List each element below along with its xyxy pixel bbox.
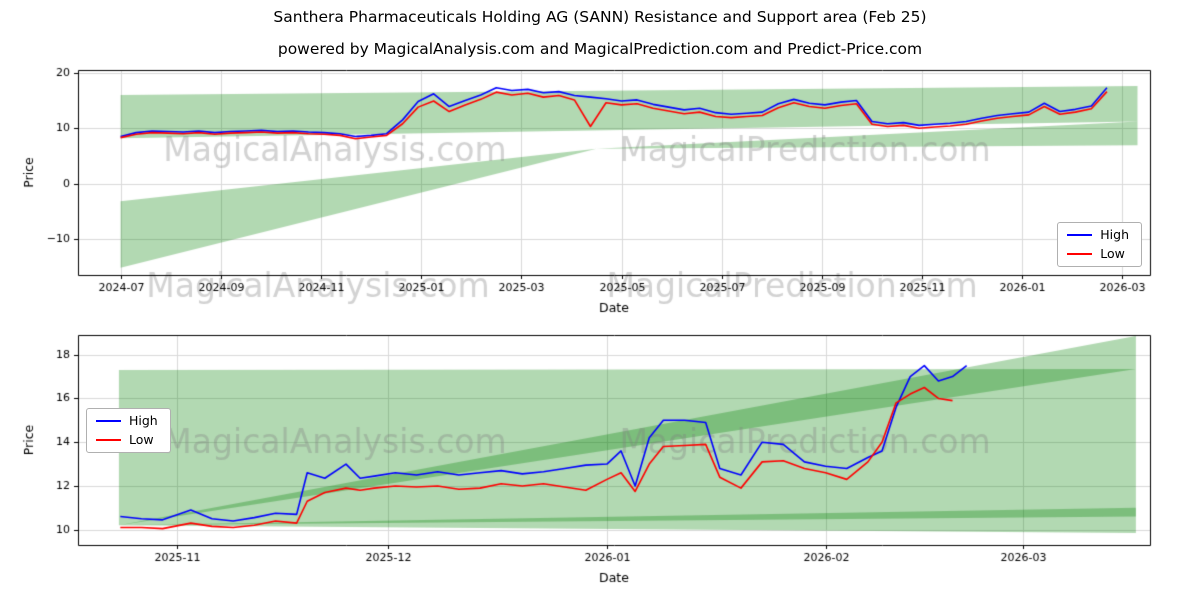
chart-title: Santhera Pharmaceuticals Holding AG (SAN… bbox=[273, 8, 927, 26]
legend-label-high: High bbox=[1100, 227, 1129, 242]
low-line-sample bbox=[96, 438, 121, 441]
legend-entry-low: Low bbox=[96, 431, 158, 447]
top-price-chart-canvas bbox=[0, 58, 1200, 322]
legend-entry-low: Low bbox=[1067, 245, 1129, 261]
legend-label-low: Low bbox=[129, 431, 154, 447]
high-line-sample bbox=[96, 420, 121, 423]
chart-subtitle: powered by MagicalAnalysis.com and Magic… bbox=[277, 40, 923, 58]
high-line-sample bbox=[1067, 234, 1093, 237]
legend-top-chart: High Low bbox=[1057, 222, 1142, 267]
bottom-price-chart-canvas bbox=[0, 322, 1200, 600]
legend-entry-high: High bbox=[96, 413, 158, 428]
legend-bottom-chart: High Low bbox=[86, 408, 171, 453]
legend-label-low: Low bbox=[1100, 245, 1125, 261]
legend-entry-high: High bbox=[1067, 227, 1129, 242]
low-line-sample bbox=[1067, 252, 1093, 255]
legend-label-high: High bbox=[129, 413, 158, 428]
